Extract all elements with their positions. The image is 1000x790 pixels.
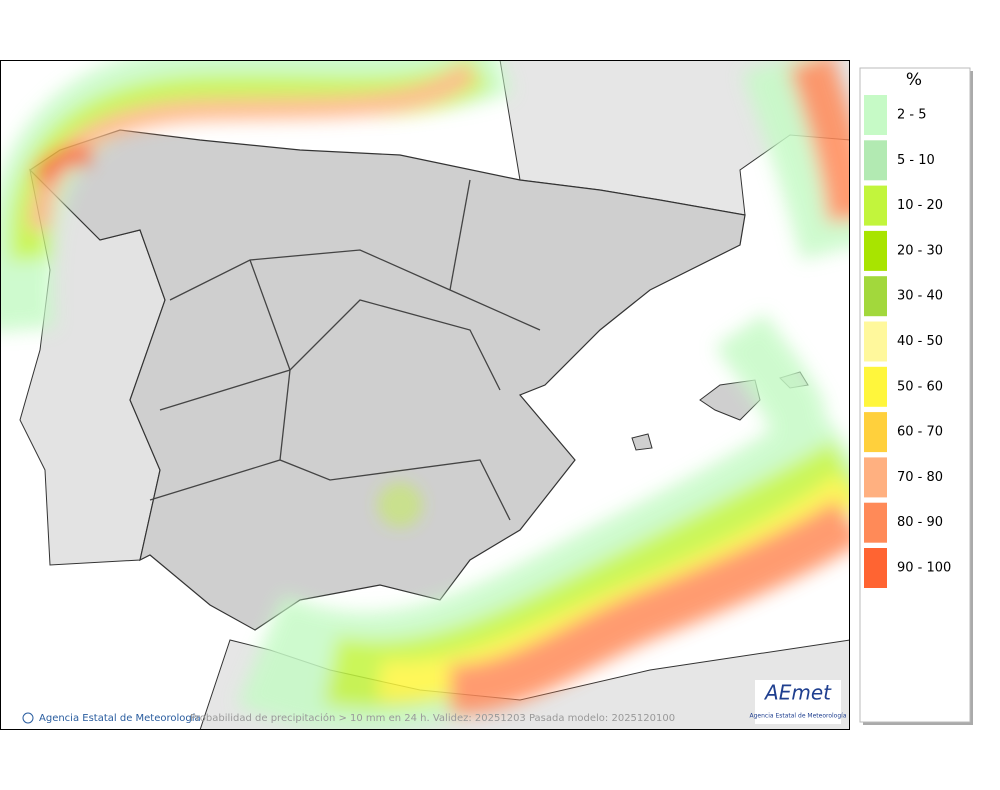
legend-swatch bbox=[864, 185, 887, 226]
legend-swatch bbox=[864, 95, 887, 135]
legend-swatch bbox=[864, 457, 887, 498]
copyright-icon bbox=[22, 712, 34, 724]
legend-swatch bbox=[864, 548, 887, 588]
legend-label: 30 - 40 bbox=[897, 289, 943, 304]
legend-swatch bbox=[864, 321, 887, 362]
legend-label: 10 - 20 bbox=[897, 198, 943, 213]
legend-title: % bbox=[906, 70, 922, 90]
legend-swatch bbox=[864, 502, 887, 543]
legend-label: 50 - 60 bbox=[897, 379, 943, 394]
legend-label: 2 - 5 bbox=[897, 108, 927, 123]
logo-box bbox=[755, 680, 841, 724]
legend-label: 20 - 30 bbox=[897, 243, 943, 258]
map-area bbox=[0, 60, 850, 730]
legend-label: 90 - 100 bbox=[897, 561, 951, 576]
legend-items: 2 - 5 5 - 10 10 - 20 20 - 30 30 - 40 40 - 50 5… bbox=[864, 95, 951, 588]
caption: Probabilidad de precipitación > 10 mm en… bbox=[190, 712, 675, 724]
copyright-text: Agencia Estatal de Meteorología bbox=[39, 712, 201, 724]
legend-label: 80 - 90 bbox=[897, 515, 943, 530]
legend-swatch bbox=[864, 140, 887, 181]
legend-label: 5 - 10 bbox=[897, 153, 935, 168]
legend-swatch bbox=[864, 230, 887, 271]
legend-label: 40 - 50 bbox=[897, 334, 943, 349]
legend-swatch bbox=[864, 412, 887, 453]
map-frame bbox=[0, 60, 850, 730]
legend-swatch bbox=[864, 366, 887, 407]
legend-swatch bbox=[864, 276, 887, 317]
logo-name: AEmet bbox=[763, 681, 832, 705]
logo-subtitle: Agencia Estatal de Meteorología bbox=[750, 713, 847, 720]
legend-label: 60 - 70 bbox=[897, 425, 943, 440]
legend-label: 70 - 80 bbox=[897, 470, 943, 485]
